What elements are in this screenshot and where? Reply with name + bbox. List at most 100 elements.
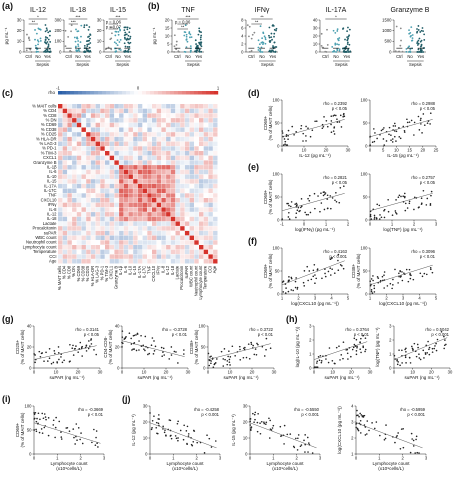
- heatmap-cell: [156, 122, 162, 128]
- heatmap-cell: [128, 146, 133, 151]
- data-point: [48, 34, 51, 37]
- heatmap-cell: [72, 127, 77, 132]
- legend-swatch: [214, 91, 219, 95]
- data-point: [261, 37, 264, 40]
- data-point: [402, 195, 405, 198]
- data-point: [41, 352, 44, 354]
- data-point: [292, 289, 294, 292]
- heatmap-cell: [128, 174, 133, 179]
- data-point: [85, 24, 88, 27]
- heatmap-cell: [95, 240, 100, 245]
- y-tick-label: 4: [241, 33, 244, 38]
- heatmap-cell: [180, 259, 185, 264]
- heatmap-cell: [100, 212, 105, 217]
- heatmap-cell: [184, 212, 190, 217]
- group-label: No: [35, 54, 41, 59]
- heatmap-cell: [86, 188, 91, 193]
- data-point: [295, 212, 298, 214]
- p-label: p < 0.01: [258, 332, 274, 337]
- heatmap-cell: [114, 165, 119, 170]
- data-point: [151, 337, 154, 339]
- heatmap-cell: [123, 207, 129, 212]
- data-point: [95, 436, 97, 439]
- legend-swatch: [90, 91, 95, 95]
- x-tick-label: 30: [368, 370, 373, 375]
- heatmap-cell: [194, 104, 199, 109]
- heatmap-cell: [67, 216, 72, 222]
- y-tick-label: 50: [363, 268, 368, 273]
- x-tick-label: 10: [394, 148, 399, 153]
- data-point: [388, 133, 390, 136]
- data-point: [409, 273, 411, 275]
- data-point: [391, 141, 394, 143]
- data-point: [371, 292, 374, 294]
- heatmap-cell: [147, 141, 152, 146]
- y-tick-label: 3: [351, 419, 354, 424]
- heatmap-cell: [95, 207, 100, 212]
- label-line: (% of MAIT cells): [268, 253, 273, 288]
- data-point: [389, 282, 392, 285]
- heatmap-cell: [152, 155, 157, 161]
- data-point: [79, 341, 82, 344]
- heatmap-cell: [95, 230, 100, 236]
- heatmap-cell: [180, 202, 185, 208]
- heatmap-cell: [67, 122, 72, 128]
- heatmap-cell: [208, 122, 213, 128]
- heatmap-cell: [152, 226, 157, 231]
- x-axis-label: log(IFNγ) (pg mL⁻¹): [295, 227, 335, 232]
- data-point: [423, 357, 425, 359]
- data-point: [185, 33, 188, 36]
- data-point: [199, 38, 202, 41]
- heatmap-cell: [95, 122, 100, 128]
- data-point: [73, 36, 76, 39]
- heatmap-cell: [123, 230, 129, 236]
- data-point: [334, 43, 337, 46]
- data-point: [34, 38, 36, 41]
- heatmap-cell: [194, 207, 199, 212]
- data-point: [46, 37, 49, 39]
- heatmap-cell: [180, 249, 185, 255]
- heatmap-row-label: CXCL1: [43, 155, 57, 160]
- data-point: [56, 361, 58, 363]
- data-point: [127, 41, 130, 44]
- data-point: [411, 347, 414, 350]
- heatmap-cell: [105, 160, 110, 165]
- heatmap-col-label: % PD-1: [99, 265, 104, 280]
- heatmap-cell: [161, 198, 166, 203]
- heatmap-cell: [156, 174, 162, 179]
- data-point: [36, 48, 39, 50]
- heatmap-col-label: % CD8: [66, 265, 71, 279]
- heatmap-cell: [123, 122, 129, 128]
- data-point: [409, 362, 412, 364]
- data-point: [302, 281, 305, 284]
- heatmap-cell: [119, 155, 124, 161]
- data-point: [413, 208, 415, 211]
- heatmap-cell: [100, 118, 105, 123]
- heatmap-cell: [137, 165, 143, 170]
- heatmap-cell: [114, 188, 119, 193]
- heatmap-cell: [152, 127, 157, 132]
- subplot-title: TNF: [181, 7, 195, 14]
- data-point: [392, 284, 394, 286]
- y-tick-label: 0: [315, 49, 318, 54]
- heatmap-cell: [194, 235, 199, 240]
- data-point: [423, 39, 426, 41]
- data-point: [316, 360, 319, 363]
- heatmap-cell: [189, 179, 194, 184]
- data-point: [183, 353, 185, 355]
- heatmap-cell: [166, 188, 171, 193]
- data-point: [304, 443, 307, 446]
- data-point: [312, 269, 315, 272]
- heatmap-cell: [156, 240, 162, 245]
- data-point: [121, 336, 124, 338]
- heatmap-cell: [199, 230, 204, 236]
- data-point: [327, 270, 330, 273]
- data-point: [436, 338, 439, 341]
- heatmap-cell: [109, 212, 115, 217]
- data-point: [329, 258, 332, 260]
- rho-label: rho = -0.5550: [294, 407, 320, 412]
- heatmap-cell: [208, 216, 213, 222]
- data-point: [52, 361, 55, 364]
